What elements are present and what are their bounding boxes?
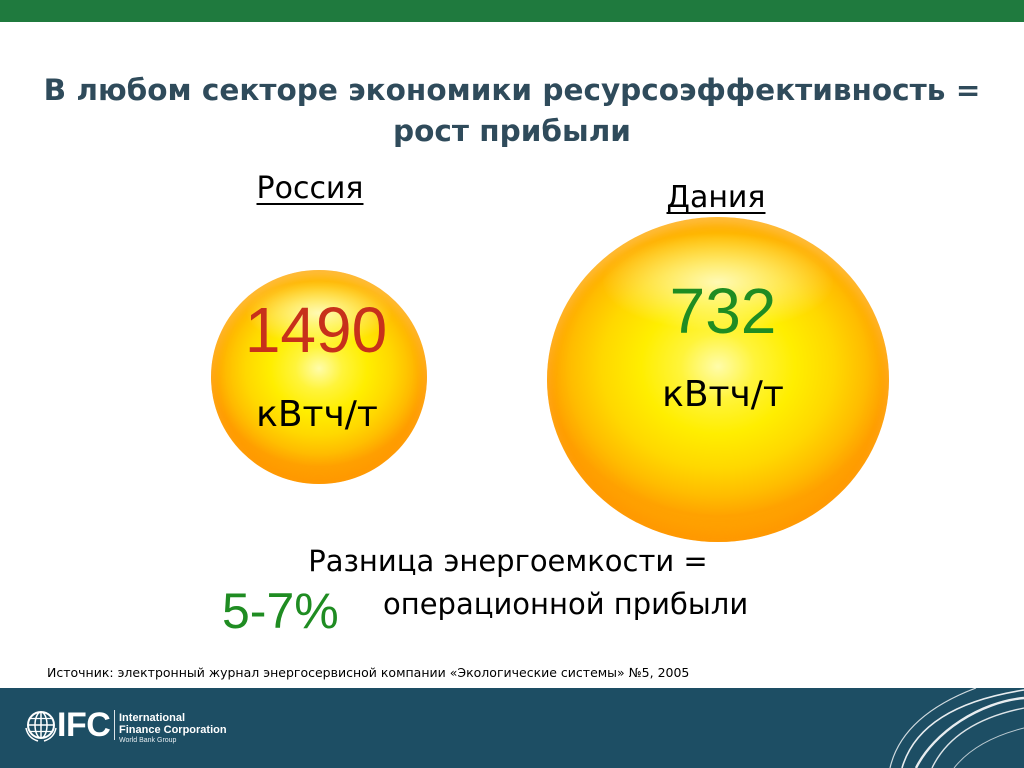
slide-title-line-2: рост прибыли [393, 114, 631, 148]
top-bar [0, 0, 1024, 22]
org-name-line-2: Finance Corporation [119, 724, 227, 736]
conclusion-line-2: операционной прибыли [383, 587, 749, 621]
energy-wheel-russia [211, 270, 427, 484]
org-name-line-1: International [119, 712, 186, 724]
country-label-denmark: Дания [666, 180, 766, 215]
energy-wheel-denmark [547, 217, 889, 542]
unit-russia: кВтч/т [256, 394, 378, 435]
country-label-russia: Россия [256, 171, 364, 206]
ifc-logo-text: IFC [57, 706, 111, 744]
slide-title-line-1: В любом секторе экономики ресурсоэффекти… [43, 73, 981, 107]
wheel-highlight [245, 280, 393, 345]
wheel-highlight [601, 233, 835, 331]
org-name-line-3: World Bank Group [119, 737, 177, 744]
globe-icon [25, 711, 57, 742]
footer-band: IFC International Finance Corporation Wo… [0, 688, 1024, 768]
value-russia: 1490 [244, 294, 388, 366]
conclusion-line-1: Разница энергоемкости = [308, 544, 708, 578]
source-note: Источник: электронный журнал энергосерви… [47, 665, 690, 680]
value-denmark: 732 [669, 275, 777, 347]
logo-divider [114, 710, 115, 740]
percent-value: 5-7% [222, 583, 339, 639]
swoosh-lines-icon [889, 688, 1024, 768]
unit-denmark: кВтч/т [662, 374, 784, 415]
